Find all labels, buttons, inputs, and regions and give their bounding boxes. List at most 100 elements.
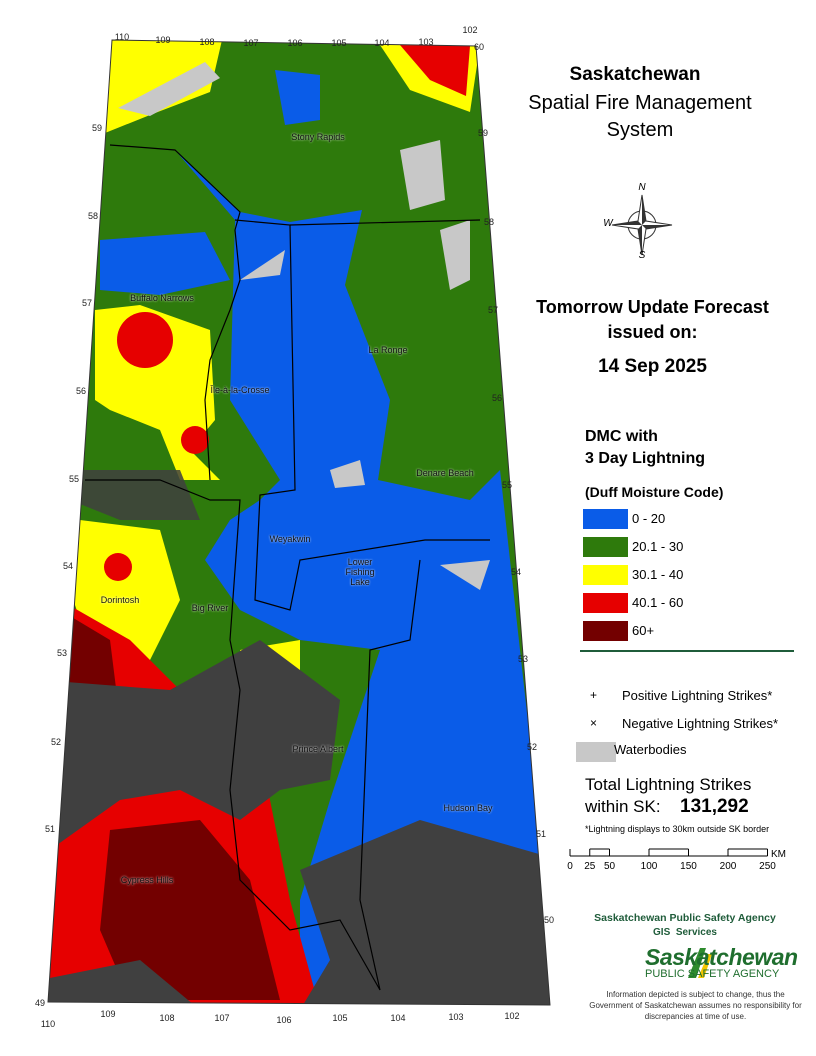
compass-rose	[611, 194, 673, 256]
graticule-label: 105	[332, 1013, 347, 1023]
place-label: Cypress Hills	[120, 875, 174, 885]
legend-title: 3 Day Lightning	[585, 450, 705, 467]
graticule-label: 104	[390, 1013, 405, 1023]
graticule-label: 58	[88, 211, 98, 221]
logo-flag	[688, 948, 712, 978]
scale-label: 0	[567, 861, 573, 872]
graticule-label: 51	[45, 824, 55, 834]
graticule-label: 51	[536, 829, 546, 839]
total-label: Total Lightning Strikes	[585, 775, 752, 794]
graticule-label: 59	[478, 128, 488, 138]
map-fill	[48, 40, 550, 1005]
total-note: *Lightning displays to 30km outside SK b…	[585, 824, 770, 834]
legend-swatch	[583, 537, 628, 557]
waterbody-swatch	[576, 742, 616, 762]
graticule-label: 59	[92, 123, 102, 133]
graticule-label: 107	[243, 38, 258, 48]
compass-letter: W	[603, 218, 614, 229]
graticule-label: 109	[100, 1009, 115, 1019]
legend-label: 40.1 - 60	[632, 595, 684, 610]
graticule-label: 52	[527, 742, 537, 752]
forecast-line: Tomorrow Update Forecast	[536, 297, 769, 317]
place-label: Weyakwin	[269, 534, 311, 544]
graticule-label: 57	[82, 298, 92, 308]
place-label: Dorintosh	[100, 595, 140, 605]
agency: Saskatchewan Public Safety Agency	[594, 912, 776, 924]
place-label: Big River	[191, 603, 229, 613]
graticule-label: 49	[35, 998, 45, 1008]
scale-label: 25	[584, 861, 596, 872]
graticule-label: 102	[462, 25, 477, 35]
place-label: La Ronge	[368, 345, 408, 355]
total-value: 131,292	[680, 796, 749, 817]
graticule-label: 55	[502, 480, 512, 490]
graticule-label: 53	[57, 648, 67, 658]
subtitle-line: Spatial Fire Management	[528, 92, 752, 114]
graticule-label: 55	[69, 474, 79, 484]
scale-label: 200	[720, 861, 737, 872]
graticule-label: 60	[474, 42, 484, 52]
graticule-label: 108	[159, 1013, 174, 1023]
place-label: Prince Albert	[292, 744, 344, 754]
graticule-label: 58	[484, 217, 494, 227]
graticule-label: 108	[199, 37, 214, 47]
graticule-label: 56	[76, 386, 86, 396]
scale-label: 150	[680, 861, 697, 872]
graticule-label: 104	[374, 38, 389, 48]
graticule-label: 103	[448, 1012, 463, 1022]
place-label: Denare Beach	[416, 468, 474, 478]
forecast-date: 14 Sep 2025	[598, 356, 707, 377]
graticule-label: 107	[214, 1013, 229, 1023]
legend-label: 30.1 - 40	[632, 567, 684, 582]
graticule-label: 103	[418, 37, 433, 47]
graticule-label: 110	[41, 1019, 55, 1029]
place-label: Buffalo Narrows	[130, 293, 194, 303]
legend-label: 20.1 - 30	[632, 539, 684, 554]
waterbody-label: Waterbodies	[614, 742, 687, 757]
legend-swatch	[583, 565, 628, 585]
gis-unit: GIS Services	[653, 927, 717, 938]
graticule-label: 50	[544, 915, 554, 925]
scale-label: 250	[759, 861, 776, 872]
disclaimer: Information depicted is subject to chang…	[589, 990, 802, 1021]
graticule-label: 53	[518, 654, 528, 664]
place-label: Stony Rapids	[291, 132, 345, 142]
graticule-label: 54	[511, 567, 521, 577]
scale-label: 50	[604, 861, 616, 872]
logo-sub: PUBLIC SAFETY AGENCY	[645, 968, 780, 980]
legend-title: DMC with	[585, 428, 658, 445]
forecast-line: issued on:	[607, 322, 698, 342]
subtitle-line: System	[606, 119, 674, 141]
legend-symbol: ×	[590, 716, 598, 730]
logo-name: Saskatchewan	[645, 944, 798, 970]
legend-label: 60+	[632, 623, 655, 638]
compass-letter: S	[639, 250, 646, 261]
graticule-label: 102	[504, 1011, 519, 1021]
legend-subtitle: (Duff Moisture Code)	[585, 484, 724, 500]
legend-symbol-label: Positive Lightning Strikes*	[622, 688, 773, 703]
place-label: Île-à-la-Crosse	[210, 385, 270, 395]
graticule-label: 54	[63, 561, 73, 571]
legend-symbol-label: Negative Lightning Strikes*	[622, 716, 779, 731]
scale-unit: KM	[771, 849, 786, 860]
graticule-label: 105	[331, 38, 346, 48]
graticule-label: 106	[276, 1015, 291, 1025]
legend-symbol: +	[590, 688, 598, 702]
legend-swatch	[583, 593, 628, 613]
graticule-label: 56	[492, 393, 502, 403]
graticule-label: 52	[51, 737, 61, 747]
scale-label: 100	[641, 861, 658, 872]
legend-swatch	[583, 509, 628, 529]
title: Saskatchewan	[569, 64, 701, 85]
graticule-label: 109	[155, 35, 170, 45]
place-label: Hudson Bay	[443, 803, 493, 813]
graticule-label: 106	[287, 38, 302, 48]
region-boundaries	[85, 144, 490, 991]
place-label: Lower Fishing Lake	[345, 557, 375, 587]
province-border	[47, 39, 551, 1006]
legend-swatch	[583, 621, 628, 641]
total-label: within SK:	[585, 797, 661, 816]
compass-letter: N	[638, 182, 646, 193]
